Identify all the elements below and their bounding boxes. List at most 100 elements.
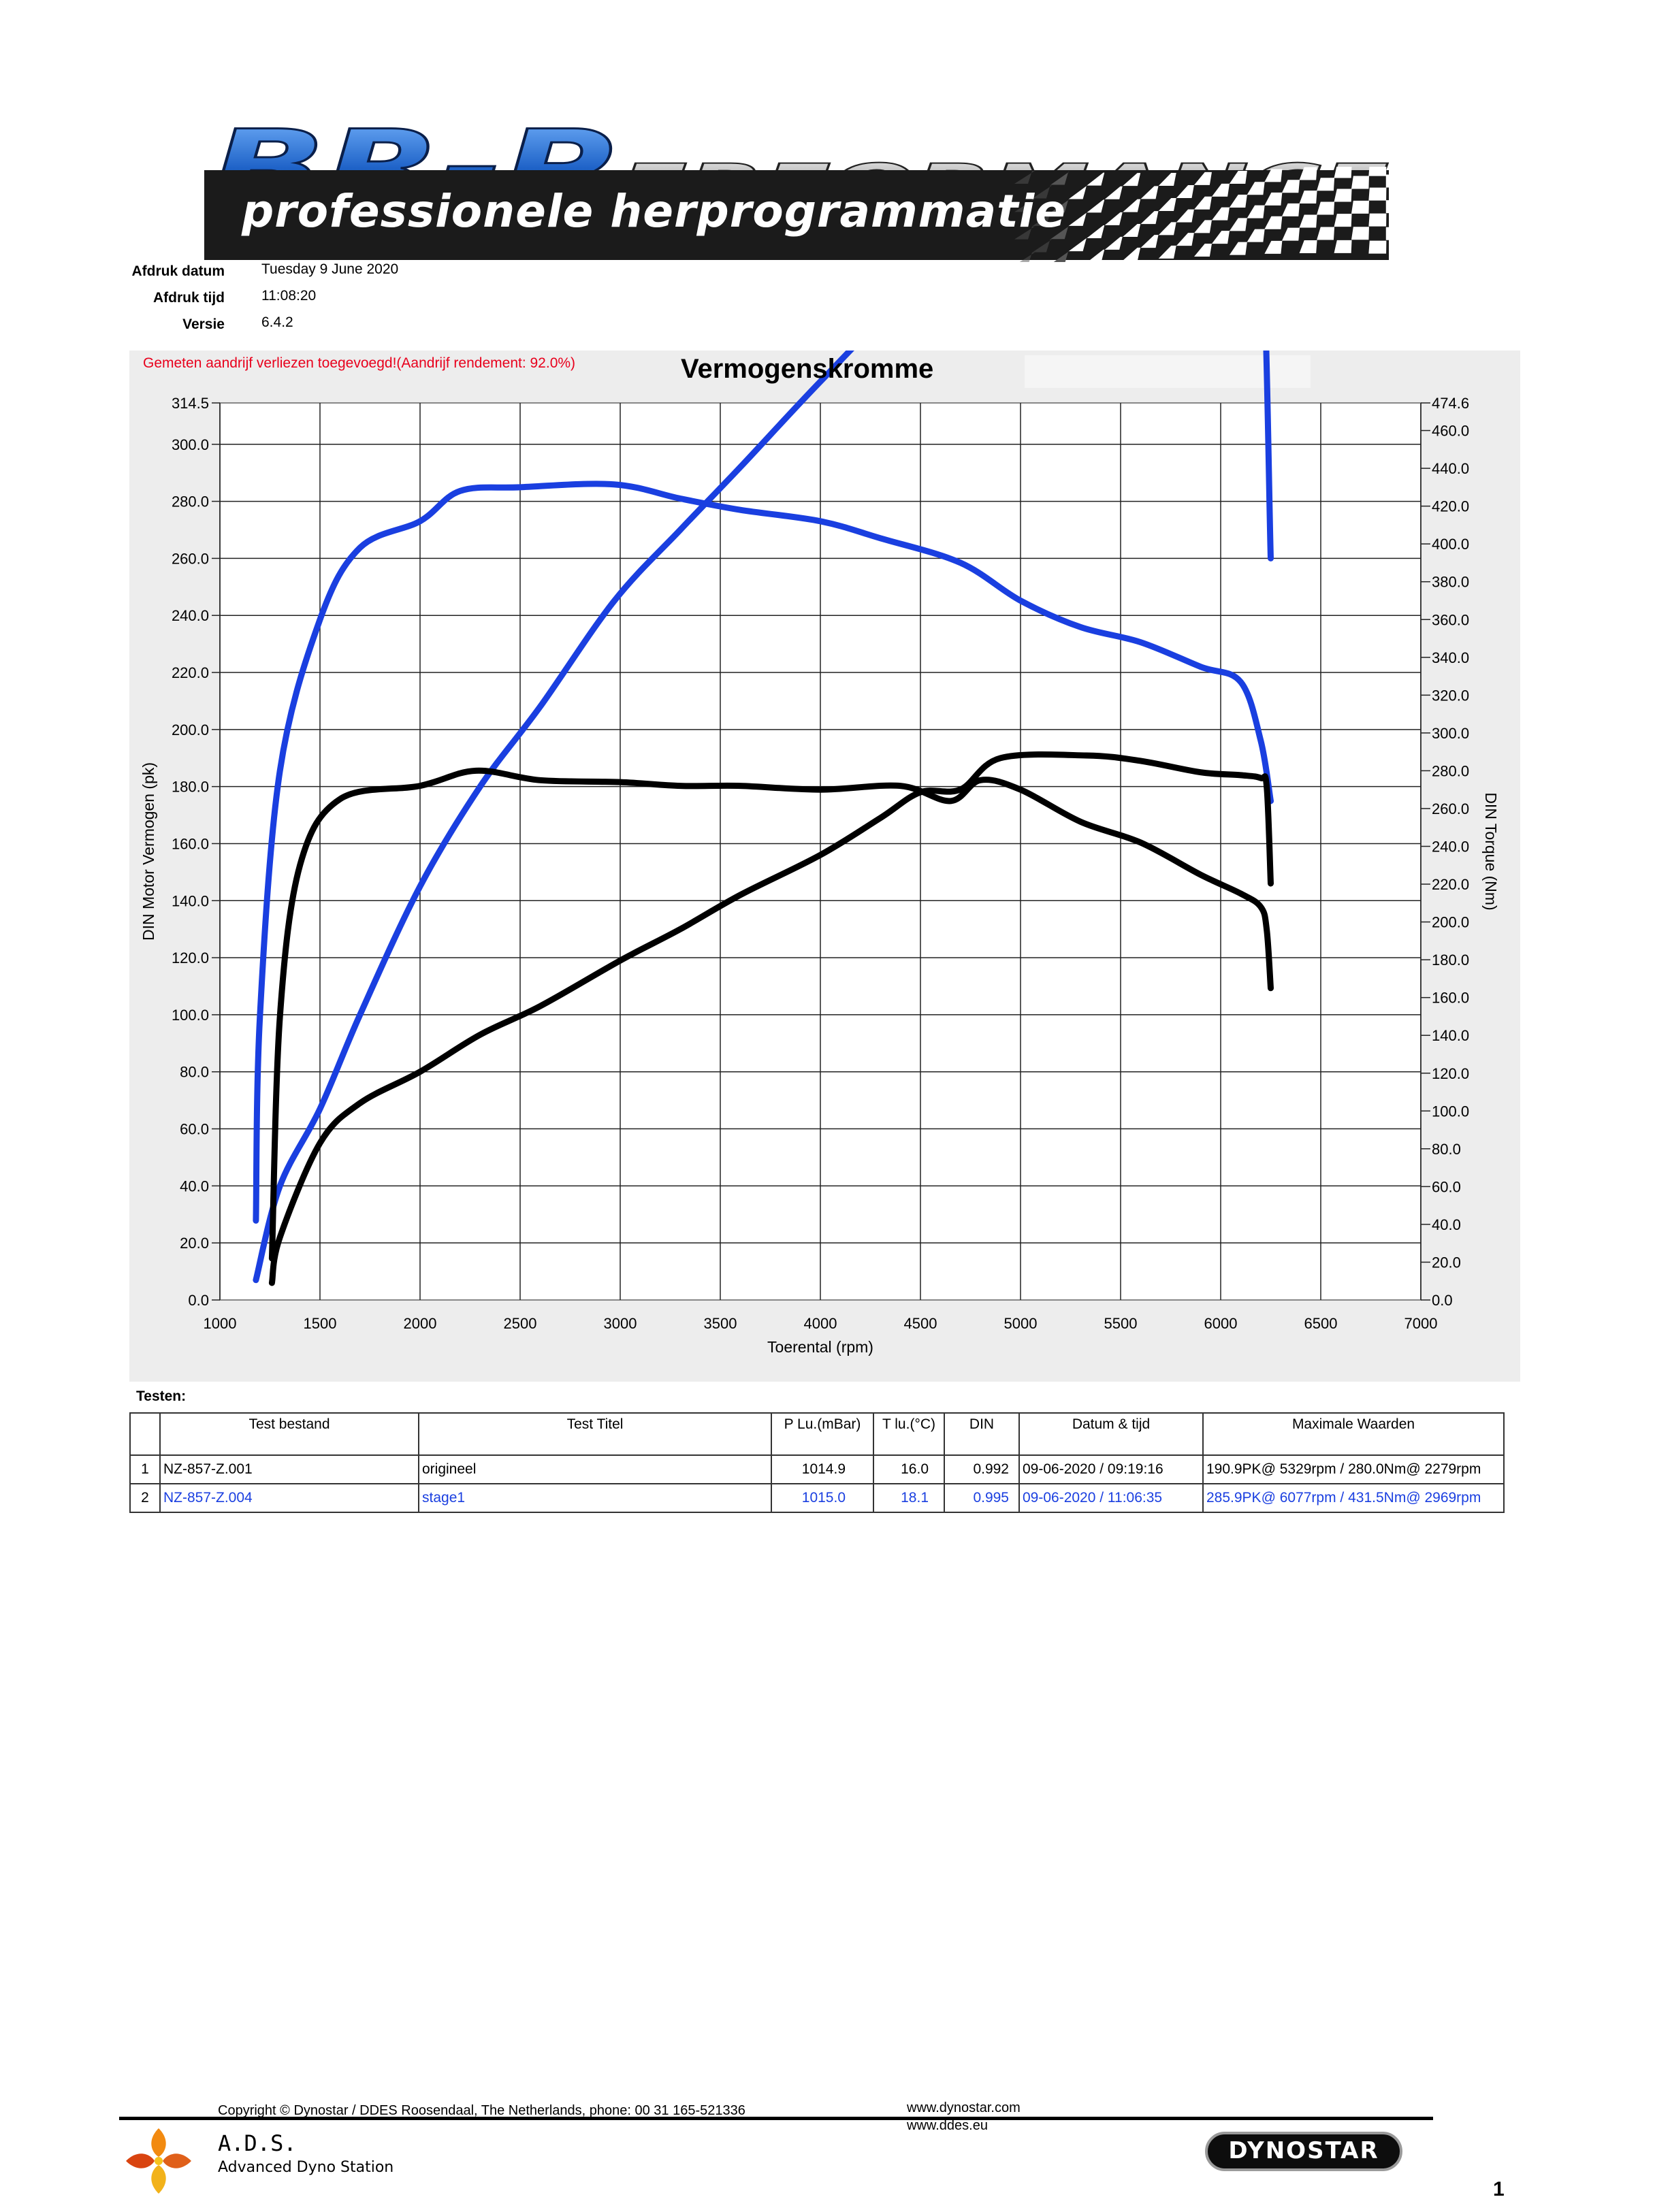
flag-square — [1193, 172, 1212, 185]
print-time-label: Afdruk tijd — [153, 290, 225, 306]
y2-tick-label: 300.0 — [1432, 725, 1469, 742]
flag-square — [1193, 196, 1212, 210]
version-label: Versie — [182, 316, 225, 332]
chart-title: Vermogenskromme — [681, 354, 934, 384]
flag-square — [1385, 227, 1396, 240]
y-tick-label: 180.0 — [172, 779, 209, 796]
flag-square — [1014, 199, 1035, 212]
y2-tick-label: 440.0 — [1432, 460, 1469, 477]
x-tick-label: 3500 — [704, 1315, 737, 1332]
x-tick-label: 6000 — [1204, 1315, 1238, 1332]
flag-square — [1032, 239, 1053, 253]
flag-square — [1123, 199, 1141, 212]
y2-tick-label: 400.0 — [1432, 536, 1469, 553]
y2-tick-label: 320.0 — [1432, 687, 1469, 704]
flag-square — [1211, 183, 1230, 197]
row-din: 0.995 — [944, 1483, 1020, 1513]
y-tick-label: 40.0 — [180, 1177, 209, 1194]
dynostar-logo-text: DYNOSTAR — [1228, 2137, 1379, 2164]
flag-square — [1299, 214, 1317, 228]
row-temp: 18.1 — [873, 1483, 945, 1513]
footer-divider — [119, 2117, 1433, 2120]
row-file[interactable]: NZ-857-Z.001 — [159, 1454, 419, 1484]
y2-tick-label: 260.0 — [1432, 800, 1469, 817]
flag-square — [1317, 227, 1335, 240]
row-datetime: 09-06-2020 / 09:19:16 — [1018, 1454, 1204, 1484]
y2-axis-label: DIN Torque (Nm) — [1482, 792, 1500, 910]
flag-square — [1158, 245, 1176, 259]
flag-square — [1140, 211, 1159, 225]
tests-table: Test bestand Test Titel P Lu.(mBar) T lu… — [129, 1412, 1505, 1513]
flag-square — [1334, 240, 1352, 253]
flag-square — [1351, 176, 1369, 189]
flag-square — [1368, 213, 1387, 227]
flag-square — [1087, 199, 1105, 213]
flag-square — [1317, 201, 1335, 215]
y-tick-label: 160.0 — [172, 835, 209, 852]
flag-square — [1229, 218, 1247, 231]
flag-square — [1368, 187, 1387, 201]
flag-square — [1068, 186, 1087, 199]
col-file-header: Test bestand — [159, 1412, 419, 1456]
dynostar-link[interactable]: www.dynostar.com — [907, 2100, 1021, 2115]
x-tick-label: 7000 — [1404, 1315, 1438, 1332]
col-temp-header: T lu.(°C) — [873, 1412, 945, 1456]
flag-square — [1176, 209, 1194, 223]
flag-square — [1317, 178, 1335, 191]
ddes-link[interactable]: www.ddes.eu — [907, 2118, 988, 2133]
row-title: stage1 — [418, 1483, 772, 1513]
checkered-flag-icon — [1014, 167, 1396, 262]
flag-square — [1211, 231, 1230, 244]
y2-tick-label: 80.0 — [1432, 1141, 1461, 1158]
flag-square — [1264, 216, 1283, 229]
flag-square — [1264, 240, 1283, 254]
flag-square — [1282, 203, 1300, 216]
page-number: 1 — [1493, 2178, 1505, 2200]
row-file[interactable]: NZ-857-Z.004 — [159, 1483, 419, 1513]
flag-square — [1032, 212, 1053, 226]
x-tick-label: 2500 — [504, 1315, 537, 1332]
y2-tick-label: 460.0 — [1432, 423, 1469, 440]
row-title: origineel — [418, 1454, 772, 1484]
row-pressure: 1015.0 — [771, 1483, 874, 1513]
flag-square — [1368, 167, 1387, 176]
flag-square — [1068, 238, 1087, 252]
y-tick-label: 0.0 — [188, 1292, 209, 1309]
print-date-label: Afdruk datum — [131, 263, 225, 279]
flag-square — [1123, 247, 1141, 261]
table-row[interactable]: 2 NZ-857-Z.004 stage1 1015.0 18.1 0.995 … — [129, 1483, 1505, 1513]
x-tick-label: 4500 — [904, 1315, 937, 1332]
x-tick-label: 5000 — [1004, 1315, 1038, 1332]
print-date-value: Tuesday 9 June 2020 — [261, 261, 399, 277]
flag-square — [1158, 172, 1176, 186]
col-index-header — [129, 1412, 161, 1456]
x-tick-label: 1500 — [304, 1315, 337, 1332]
flag-square — [1014, 171, 1035, 184]
flag-square — [1299, 190, 1317, 204]
y2-tick-label: 380.0 — [1432, 574, 1469, 591]
flag-square — [1032, 185, 1053, 199]
y2-tick-label: 40.0 — [1432, 1216, 1461, 1233]
flag-square — [1104, 186, 1123, 199]
table-row[interactable]: 1 NZ-857-Z.001 origineel 1014.9 16.0 0.9… — [129, 1454, 1505, 1484]
flag-square — [1176, 184, 1194, 198]
flag-square — [1385, 200, 1396, 214]
y2-tick-label: 180.0 — [1432, 952, 1469, 969]
y2-tick-label: 20.0 — [1432, 1254, 1461, 1271]
y-tick-label: 60.0 — [180, 1121, 209, 1138]
flag-square — [1247, 182, 1265, 195]
y-tick-label: 140.0 — [172, 892, 209, 909]
flag-square — [1104, 236, 1123, 250]
power-torque-chart: 1000 1500 2000 2500 3000 3500 4000 4500 5000 5500… — [140, 351, 1500, 1356]
y2-tick-label: 200.0 — [1432, 914, 1469, 931]
flag-square — [1053, 251, 1070, 262]
flag-square — [1334, 189, 1352, 202]
y2-tick-label: 240.0 — [1432, 839, 1469, 856]
flag-square — [1087, 225, 1105, 239]
flag-square — [1158, 198, 1176, 212]
flag-square — [1247, 229, 1265, 242]
flag-square — [1299, 240, 1317, 253]
flag-square — [1282, 180, 1300, 193]
flag-square — [1299, 167, 1317, 180]
y2-tick-label: 160.0 — [1432, 990, 1469, 1007]
